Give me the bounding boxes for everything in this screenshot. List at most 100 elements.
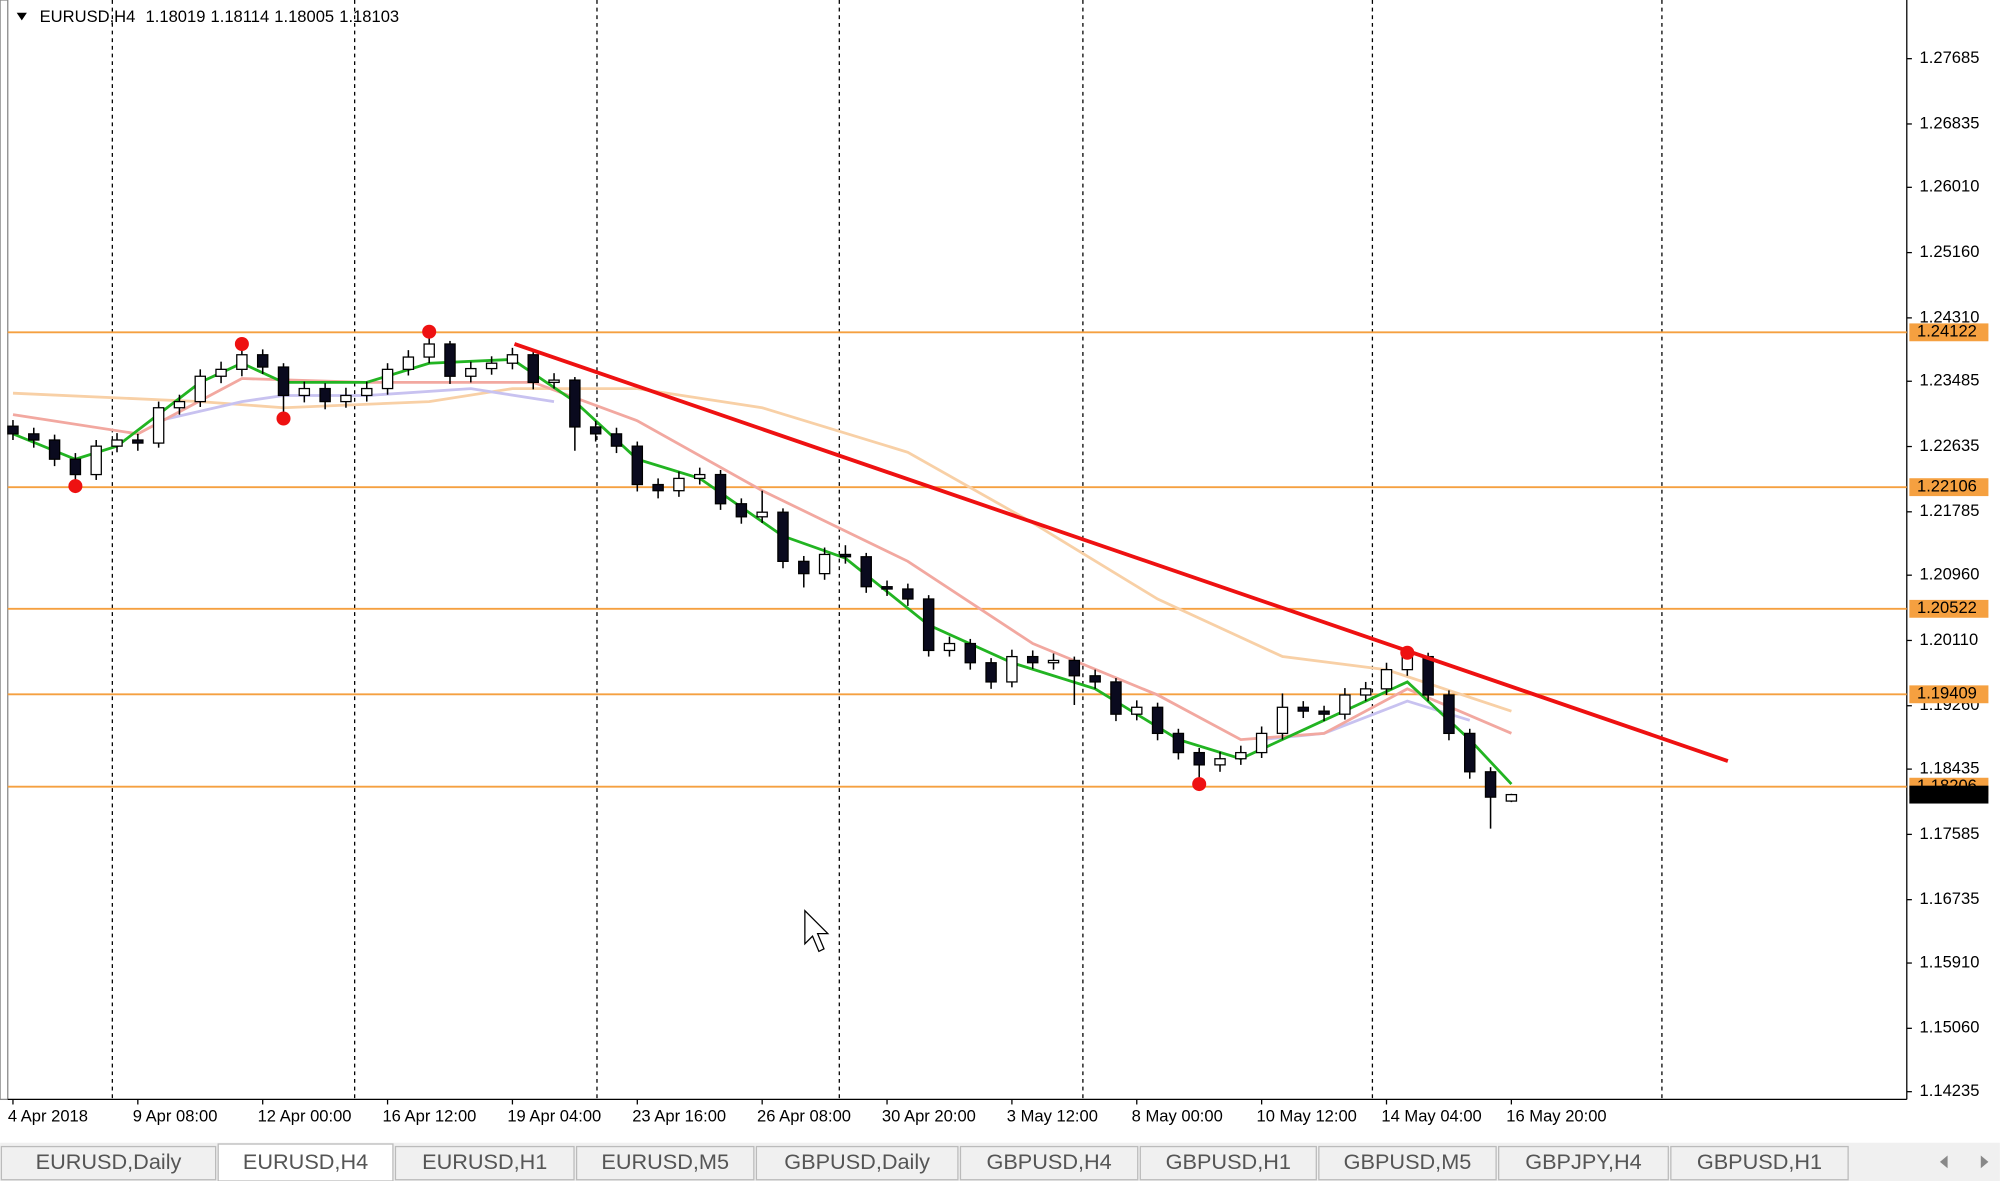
candle-body (818, 553, 831, 575)
candle-body (1339, 694, 1351, 715)
candle-body (1172, 732, 1185, 754)
candle-body (69, 458, 82, 476)
x-tick-label: 9 Apr 08:00 (133, 1107, 218, 1126)
candle-body (236, 354, 248, 370)
header-low: 1.18005 (274, 7, 334, 26)
tab[interactable] (755, 1145, 959, 1181)
y-tick-label: 1.14235 (1920, 1081, 1980, 1100)
mouse-cursor (804, 909, 830, 953)
header-close: 1.18103 (339, 7, 399, 26)
y-tick-label: 1.26010 (1920, 177, 1980, 196)
moving-average (12, 377, 1512, 742)
y-tick-label: 1.26835 (1920, 113, 1980, 132)
candle-body (1464, 732, 1476, 773)
tab-scroll-right[interactable] (1980, 1155, 1989, 1169)
candle-body (1276, 706, 1289, 735)
candle-body (506, 354, 519, 364)
candle-body (860, 556, 872, 588)
candle-body (1193, 751, 1205, 766)
x-tick-label: 23 Apr 16:00 (632, 1107, 726, 1126)
candle-body (1505, 793, 1518, 802)
y-tick-label: 1.16735 (1920, 889, 1980, 908)
left-border (0, 0, 9, 1101)
candle-body (1006, 655, 1018, 683)
x-tick-label: 26 Apr 08:00 (757, 1107, 851, 1126)
tab[interactable] (1139, 1145, 1317, 1181)
level-label-box (1909, 599, 1989, 618)
tab[interactable] (1670, 1145, 1849, 1181)
candle-body (48, 439, 61, 460)
x-tick-label: 3 May 12:00 (1007, 1107, 1098, 1126)
tab[interactable] (394, 1145, 575, 1181)
tab[interactable] (1318, 1145, 1497, 1181)
candle-body (1255, 732, 1268, 754)
tab[interactable] (959, 1145, 1139, 1181)
candle-body (943, 642, 956, 652)
candle-body (1089, 675, 1101, 683)
tab-label[interactable]: GBPUSD,H1 (1166, 1149, 1291, 1174)
tab[interactable] (0, 1145, 217, 1181)
tab-label[interactable]: EURUSD,H1 (422, 1149, 547, 1174)
candle-body (589, 426, 602, 435)
x-tick-label: 4 Apr 2018 (8, 1107, 88, 1126)
candle-body (28, 433, 40, 441)
candle-body (1047, 659, 1060, 664)
tab-label[interactable]: EURUSD,Daily (36, 1149, 182, 1174)
candle-body (1235, 751, 1247, 760)
candle-body (985, 662, 997, 683)
candle-body (465, 367, 477, 377)
plot: 1.27685 1.26835 1.26010 1.25160 1.24310 1.234… (7, 0, 1989, 1126)
candle-body (1068, 659, 1081, 677)
candle-body (485, 362, 498, 370)
candle-body (839, 553, 852, 558)
candle-body (1422, 655, 1434, 696)
y-tick-label: 1.21785 (1920, 501, 1980, 520)
tab-label[interactable]: GBPUSD,Daily (784, 1149, 930, 1174)
y-tick-label: 1.22635 (1920, 436, 1980, 455)
current-price-label: 1.18103 (1917, 784, 1977, 803)
candle-body (1484, 771, 1497, 798)
tab-label[interactable]: EURUSD,H4 (243, 1149, 368, 1174)
candle-body (319, 387, 331, 403)
y-tick-label: 1.15060 (1920, 1018, 1980, 1037)
candle-body (173, 400, 186, 409)
level-label-box (1909, 478, 1989, 497)
tab-label[interactable]: GBPUSD,H1 (1697, 1149, 1822, 1174)
candle-body (798, 560, 810, 575)
candle-body (756, 511, 768, 518)
active-tab[interactable] (217, 1143, 394, 1181)
candle-body (527, 354, 539, 384)
candle-body (340, 394, 352, 403)
candle-body (298, 387, 311, 397)
candle-body (90, 445, 102, 476)
x-tick-label: 19 Apr 04:00 (507, 1107, 601, 1126)
level-label: 1.24122 (1917, 322, 1977, 341)
candle-body (256, 354, 269, 368)
fractal-marker (1192, 777, 1207, 792)
candle-body (423, 343, 435, 358)
tab-label[interactable]: GBPUSD,M5 (1344, 1149, 1472, 1174)
tab-label[interactable]: EURUSD,M5 (601, 1149, 729, 1174)
candle-body (111, 439, 123, 447)
candle-body (7, 425, 19, 435)
y-tick-label: 1.15910 (1920, 952, 1980, 971)
tab-label[interactable]: GBPUSD,H4 (986, 1149, 1111, 1174)
candle-body (1214, 758, 1226, 766)
tab-label[interactable]: GBPJPY,H4 (1525, 1149, 1641, 1174)
candle-body (964, 642, 977, 664)
candle-body (610, 433, 623, 447)
trend-line (513, 342, 1729, 763)
candle-body (693, 473, 706, 480)
tab[interactable] (575, 1145, 755, 1181)
menu-triangle[interactable] (16, 12, 27, 21)
candle-body (652, 483, 664, 492)
candle-body (361, 387, 373, 397)
candle-body (1131, 706, 1143, 715)
level-label: 1.20522 (1917, 598, 1977, 617)
candle-body (1318, 710, 1330, 715)
level-label: 1.19409 (1917, 684, 1977, 703)
tab[interactable] (1498, 1145, 1669, 1181)
tab-scroll-left[interactable] (1939, 1155, 1948, 1169)
candle-body (152, 407, 165, 444)
